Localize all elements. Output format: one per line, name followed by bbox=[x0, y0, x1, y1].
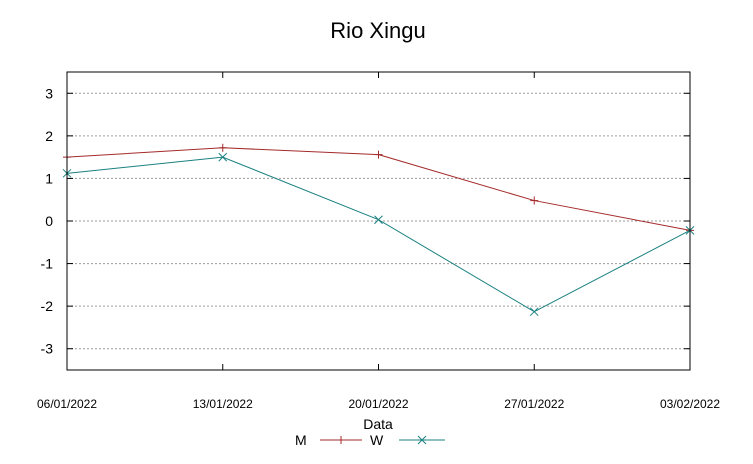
y-tick-label: 3 bbox=[45, 85, 53, 101]
x-tick-label: 27/01/2022 bbox=[504, 397, 564, 411]
y-axis: -3 -2 -1 0 1 2 3 bbox=[41, 85, 690, 357]
data-point-w bbox=[374, 215, 383, 225]
series-group bbox=[62, 143, 695, 317]
x-axis: 30/12/202206/01/202213/01/202220/01/2022… bbox=[37, 72, 720, 411]
y-tick-label: -3 bbox=[41, 341, 54, 357]
series-line-m bbox=[66, 147, 691, 231]
x-tick-label: 06/01/2022 bbox=[37, 397, 97, 411]
legend-swatch-marker bbox=[337, 436, 345, 444]
data-point-m bbox=[374, 150, 383, 159]
x-tick-label: 13/01/2022 bbox=[193, 397, 253, 411]
data-point-m bbox=[218, 143, 227, 152]
chart-title: Rio Xingu bbox=[330, 18, 425, 43]
legend-label: W bbox=[370, 432, 384, 448]
y-tick-label: -1 bbox=[41, 256, 54, 272]
grid-lines bbox=[67, 92, 690, 350]
x-axis-label: Data bbox=[363, 416, 393, 432]
x-tick-label: 03/02/2022 bbox=[660, 397, 720, 411]
data-point-m bbox=[530, 196, 539, 205]
data-point-w bbox=[218, 152, 228, 162]
legend-swatch-marker bbox=[417, 435, 427, 445]
y-tick-label: 2 bbox=[45, 128, 53, 144]
x-tick-label: 20/01/2022 bbox=[348, 397, 408, 411]
y-tick-label: 0 bbox=[45, 213, 53, 229]
series-line-w bbox=[66, 156, 691, 313]
y-tick-label: 1 bbox=[45, 170, 53, 186]
legend-item-m: M bbox=[295, 432, 362, 448]
legend-item-w: W bbox=[370, 432, 445, 448]
data-point-w bbox=[529, 307, 539, 317]
y-tick-label: -2 bbox=[41, 298, 54, 314]
plot-area-frame bbox=[66, 71, 691, 371]
legend-label: M bbox=[295, 432, 307, 448]
